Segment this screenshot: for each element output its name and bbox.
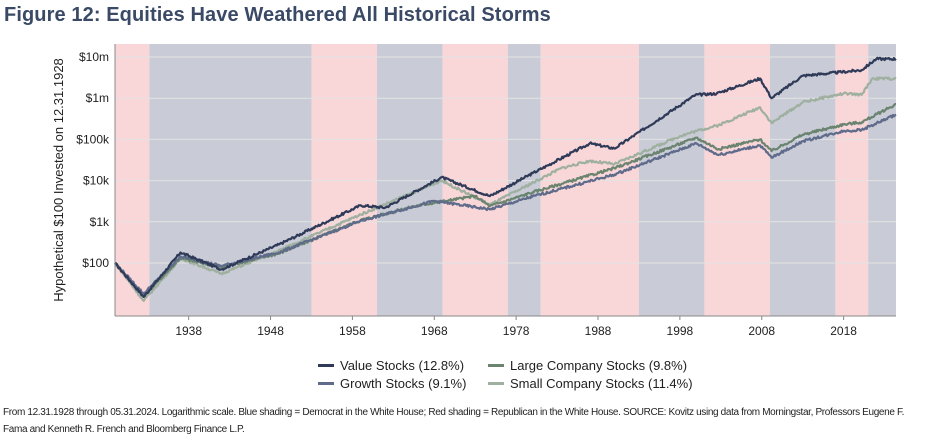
legend-label-large: Large Company Stocks (9.8%) [510, 358, 688, 373]
legend-item-large: Large Company Stocks (9.8%) [488, 358, 728, 373]
footnote: From 12.31.1928 through 05.31.2024. Loga… [3, 407, 905, 435]
y-tick-label: $1m [86, 91, 109, 105]
legend-label-small: Small Company Stocks (11.4%) [510, 376, 693, 391]
x-tick-label: 1958 [339, 324, 366, 338]
axis-layer: $100 $1k $10k $100k $1m $10m 1938 1948 1958 1968 1… [76, 44, 896, 338]
series-line [114, 56, 897, 298]
shading-band-democrat [376, 44, 443, 316]
x-tick-label: 2008 [748, 324, 775, 338]
y-tick-label: $10m [79, 50, 109, 64]
y-tick-label: $100k [76, 132, 110, 146]
x-tick-label: 1968 [421, 324, 448, 338]
legend-swatch-growth [318, 382, 334, 385]
legend: Value Stocks (12.8%) Large Company Stock… [318, 358, 738, 391]
legend-item-value: Value Stocks (12.8%) [318, 358, 488, 373]
shading-band-democrat [638, 44, 705, 316]
shading-band-democrat [769, 44, 836, 316]
legend-item-growth: Growth Stocks (9.1%) [318, 376, 488, 391]
shading-band-democrat [868, 44, 896, 316]
shading-band-republican [704, 44, 770, 316]
x-tick-label: 2018 [830, 324, 857, 338]
shading-band-republican [835, 44, 869, 316]
legend-label-value: Value Stocks (12.8%) [340, 358, 465, 373]
y-tick-label: $10k [83, 174, 110, 188]
shading-band-republican [115, 44, 150, 316]
y-tick-label: $1k [90, 215, 110, 229]
x-tick-label: 1948 [257, 324, 284, 338]
chart-title: Figure 12: Equities Have Weathered All H… [4, 4, 551, 26]
x-tick-label: 1978 [503, 324, 530, 338]
shading-band-democrat [149, 44, 312, 316]
shading-band-republican [311, 44, 377, 316]
legend-swatch-value [318, 364, 334, 367]
series-line [114, 102, 897, 297]
y-tick-label: $100 [82, 256, 109, 270]
legend-item-small: Small Company Stocks (11.4%) [488, 376, 728, 391]
shading-layer [115, 44, 896, 316]
x-tick-label: 1938 [175, 324, 202, 338]
legend-swatch-large [488, 364, 504, 367]
y-axis-label: Hypothetical $100 Invested on 12.31.1928 [51, 58, 66, 302]
x-tick-label: 1988 [585, 324, 612, 338]
legend-swatch-small [488, 382, 504, 385]
legend-label-growth: Growth Stocks (9.1%) [340, 376, 467, 391]
x-tick-label: 1998 [667, 324, 694, 338]
series-layer [114, 56, 897, 302]
